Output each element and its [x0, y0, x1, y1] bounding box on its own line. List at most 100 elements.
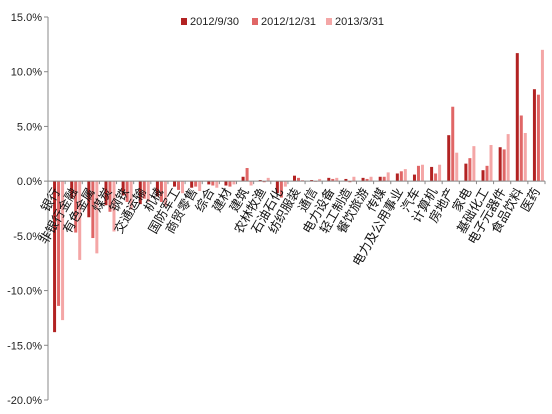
bar	[104, 181, 108, 206]
bar	[451, 106, 455, 182]
bar	[279, 181, 283, 198]
legend-label: 2013/3/31	[335, 16, 384, 28]
legend-swatch	[252, 18, 258, 25]
bar	[74, 181, 78, 233]
y-axis: 15.0% 10.0% 5.0% 0.0% -5.0% -10.0% -15.0% -20.0…	[7, 12, 49, 407]
bar	[327, 177, 331, 182]
bar	[177, 181, 181, 190]
y-tick-label: -15.0%	[7, 340, 42, 352]
y-tick-label: 0.0%	[17, 176, 42, 188]
bar	[502, 149, 506, 182]
bar	[87, 181, 91, 218]
bar	[173, 181, 177, 187]
bar	[194, 181, 198, 187]
bar	[91, 181, 95, 239]
y-tick-label: 10.0%	[11, 67, 42, 79]
bars	[53, 49, 544, 333]
bar	[447, 135, 451, 182]
bar	[241, 176, 245, 182]
bar	[249, 181, 253, 186]
bar	[301, 180, 304, 182]
bar	[438, 164, 442, 182]
bar	[506, 134, 510, 182]
bar	[335, 177, 339, 182]
bar	[489, 145, 493, 182]
bar	[434, 173, 438, 182]
bar	[416, 165, 420, 182]
bar	[403, 169, 407, 182]
bar	[245, 168, 249, 182]
bar	[352, 176, 356, 182]
bar	[430, 166, 434, 182]
bar	[70, 181, 74, 199]
bar	[498, 147, 502, 182]
bar	[163, 181, 167, 207]
bar	[283, 181, 287, 187]
y-tick-label: 5.0%	[17, 121, 42, 133]
bar	[519, 115, 523, 182]
legend-swatch	[326, 18, 332, 25]
bar	[386, 172, 390, 182]
bar	[536, 94, 540, 182]
legend-label: 2012/12/31	[261, 16, 316, 28]
bar	[481, 170, 485, 182]
bar	[142, 181, 146, 199]
bar	[138, 181, 142, 205]
bar	[297, 177, 300, 182]
bar	[159, 181, 163, 202]
bar	[121, 181, 125, 196]
bar	[293, 175, 296, 182]
bar	[211, 181, 215, 186]
bar	[399, 171, 403, 182]
bar	[348, 181, 352, 183]
x-axis	[47, 180, 546, 185]
legend-label: 2012/9/30	[190, 16, 239, 28]
bar	[258, 180, 262, 182]
y-tick-label: 15.0%	[11, 12, 42, 24]
y-tick-label: -5.0%	[13, 231, 42, 243]
bar	[485, 165, 489, 182]
bar	[310, 180, 314, 182]
bar	[190, 181, 194, 188]
category-label: 医药	[518, 185, 543, 214]
bar	[523, 132, 527, 182]
bar	[378, 176, 382, 182]
bar	[228, 181, 232, 187]
bar	[382, 176, 386, 182]
bar	[344, 178, 348, 182]
bar	[472, 146, 476, 182]
bar	[215, 181, 219, 188]
bar	[95, 181, 99, 254]
bar	[395, 173, 399, 182]
bar	[532, 89, 536, 182]
bar	[57, 181, 61, 306]
bar	[412, 174, 416, 182]
bar	[181, 181, 185, 194]
y-tick-label: -20.0%	[7, 395, 42, 407]
bar	[365, 178, 369, 182]
bar	[420, 164, 424, 182]
bar	[129, 181, 133, 210]
bar	[515, 53, 519, 182]
bar	[125, 181, 129, 202]
bar	[262, 181, 266, 183]
legend-swatch	[181, 18, 187, 25]
bar	[232, 181, 236, 185]
bar	[224, 181, 228, 186]
bar	[108, 181, 112, 212]
bar	[112, 181, 116, 232]
bar	[331, 178, 335, 182]
bar	[455, 152, 459, 182]
category-labels: 银行非银行金融有色金属煤炭钢铁交通运输机械国防军工商贸零售综合建材建筑农林牧渔石…	[36, 185, 543, 269]
bar	[464, 163, 468, 182]
bar	[53, 181, 57, 333]
bar	[146, 181, 150, 202]
bar	[266, 177, 270, 182]
bar	[361, 177, 365, 182]
y-tick-label: -10.0%	[7, 286, 42, 298]
bar	[468, 158, 472, 182]
bar	[198, 181, 202, 191]
bar	[540, 49, 544, 182]
bar	[318, 178, 322, 182]
